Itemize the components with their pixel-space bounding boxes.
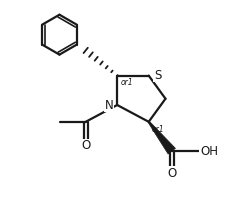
- Text: or1: or1: [151, 125, 164, 134]
- Text: O: O: [81, 139, 90, 152]
- Text: S: S: [153, 69, 161, 82]
- Text: O: O: [166, 167, 176, 180]
- Text: or1: or1: [120, 78, 132, 87]
- Text: OH: OH: [199, 145, 217, 158]
- Text: N: N: [104, 98, 113, 112]
- Polygon shape: [147, 121, 175, 154]
